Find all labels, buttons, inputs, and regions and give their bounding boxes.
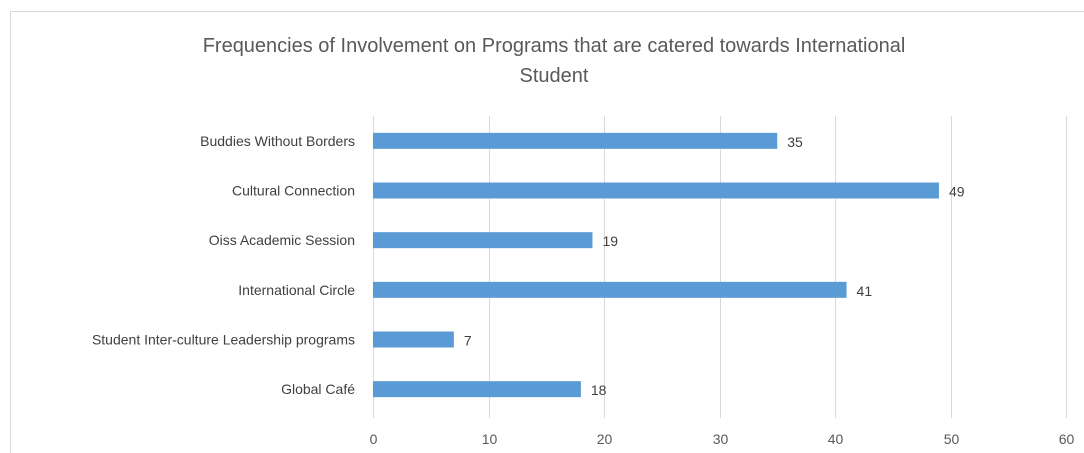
bar <box>373 331 454 348</box>
data-label: 7 <box>464 333 472 349</box>
x-tick-label: 10 <box>482 431 498 447</box>
category-label: International Circle <box>238 282 355 298</box>
bar <box>373 182 939 199</box>
data-label: 35 <box>787 134 803 150</box>
x-axis-ticks: 0 10 20 30 40 50 60 <box>370 431 1075 447</box>
x-tick-label: 30 <box>713 431 729 447</box>
gridlines <box>373 116 1067 418</box>
bar <box>373 132 778 149</box>
category-label: Global Café <box>281 381 355 397</box>
x-tick-label: 60 <box>1059 431 1075 447</box>
chart-frame <box>10 11 1084 453</box>
x-tick-label: 40 <box>828 431 844 447</box>
category-labels: Buddies Without Borders Cultural Connecti… <box>92 133 355 397</box>
data-label: 19 <box>602 233 618 249</box>
category-label: Student Inter-culture Leadership program… <box>92 332 355 348</box>
chart-title-line-2: Student <box>520 65 589 87</box>
x-tick-label: 20 <box>597 431 613 447</box>
data-label: 49 <box>949 184 965 200</box>
category-label: Oiss Academic Session <box>209 232 355 248</box>
data-label: 41 <box>857 283 873 299</box>
category-label: Buddies Without Borders <box>200 133 355 149</box>
bar <box>373 232 593 249</box>
data-label: 18 <box>591 382 607 398</box>
chart-title-line-1: Frequencies of Involvement on Programs t… <box>203 35 906 57</box>
bar <box>373 381 581 398</box>
x-tick-label: 50 <box>944 431 960 447</box>
bar <box>373 281 847 298</box>
x-tick-label: 0 <box>370 431 378 447</box>
data-labels: 35 49 19 41 7 18 <box>464 134 965 398</box>
bars <box>373 132 939 398</box>
category-label: Cultural Connection <box>232 183 355 199</box>
